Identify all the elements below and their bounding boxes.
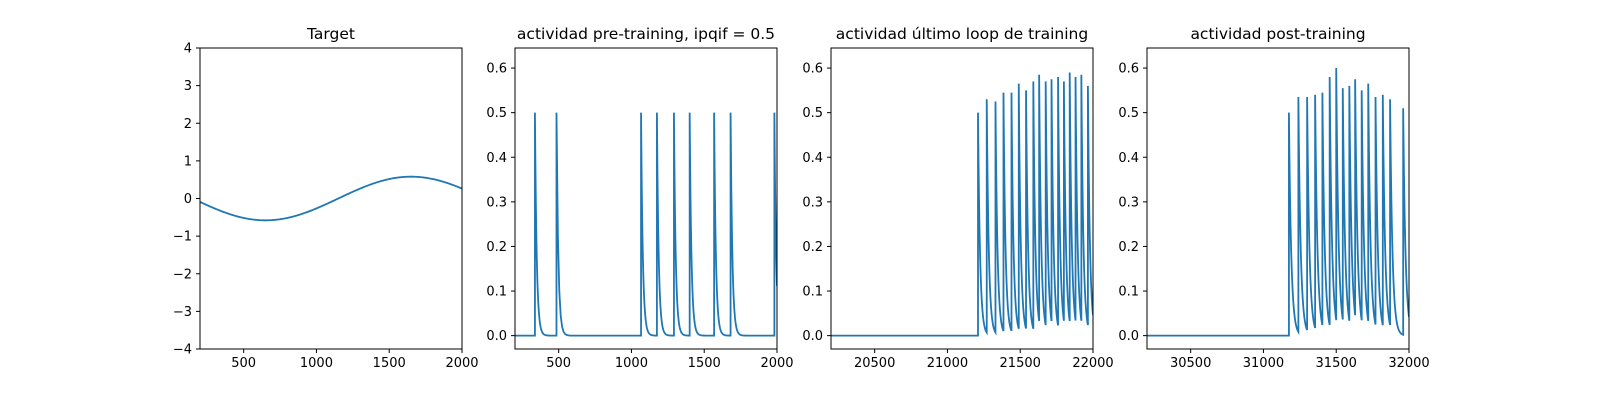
chart-title: Target [306, 25, 355, 43]
x-tick-label: 2000 [760, 356, 793, 371]
y-tick-label: 4 [184, 42, 192, 57]
axes-frame [1146, 47, 1410, 350]
y-tick-label: 3 [184, 79, 192, 94]
y-tick-label: 0.2 [1118, 240, 1139, 255]
x-tick-label: 2000 [445, 356, 478, 371]
chart-title: actividad último loop de training [836, 25, 1088, 43]
y-tick-label: 2 [184, 117, 192, 132]
series-line [515, 112, 777, 337]
series-line [1147, 68, 1409, 337]
x-tick-label: 21500 [1000, 356, 1041, 371]
chart-title: actividad post-training [1190, 25, 1365, 43]
x-tick-label: 31500 [1316, 356, 1357, 371]
y-tick-label: −2 [173, 267, 192, 282]
y-tick-label: 0.4 [486, 151, 507, 166]
x-tick-label: 1000 [300, 356, 333, 371]
x-tick-label: 1500 [688, 356, 721, 371]
y-tick-label: 0.4 [802, 151, 823, 166]
y-tick-label: 0.6 [802, 62, 823, 77]
subplot-last-training-loop: actividad último loop de training 20500 21… [802, 25, 1113, 371]
y-tick-label: 0.1 [486, 285, 507, 300]
y-tick-label: 0.2 [802, 240, 823, 255]
subplot-post-training: actividad post-training 30500 31000 31500 32… [1118, 25, 1429, 371]
y-tick-label: 0.0 [802, 329, 823, 344]
y-tick-label: 0.5 [802, 106, 823, 121]
y-tick-label: 0.5 [1118, 106, 1139, 121]
y-tick-label: 0.2 [486, 240, 507, 255]
y-tick-label: 0.0 [486, 329, 507, 344]
y-tick-label: 0.4 [1118, 151, 1139, 166]
y-tick-label: 0 [184, 192, 192, 207]
x-tick-label: 20500 [854, 356, 895, 371]
y-tick-label: 0.3 [486, 195, 507, 210]
y-tick-label: 0.6 [486, 62, 507, 77]
y-tick-label: 0.5 [486, 106, 507, 121]
x-tick-label: 31000 [1243, 356, 1284, 371]
y-tick-label: 0.1 [802, 285, 823, 300]
axes-frame [514, 47, 778, 350]
series-line [200, 175, 462, 222]
subplot-target: Target 500 1000 1500 2000 −4 −3 −2 −1 0 1 2 3 4 [173, 25, 479, 371]
chart-title: actividad pre-training, ipqif = 0.5 [517, 25, 775, 43]
y-tick-label: −4 [173, 343, 192, 358]
y-tick-label: 0.6 [1118, 62, 1139, 77]
y-tick-label: 0.0 [1118, 329, 1139, 344]
y-tick-label: 0.3 [1118, 195, 1139, 210]
x-tick-label: 30500 [1170, 356, 1211, 371]
x-tick-label: 1000 [615, 356, 648, 371]
x-tick-label: 500 [546, 356, 571, 371]
y-tick-label: 0.3 [802, 195, 823, 210]
y-tick-label: −1 [173, 230, 192, 245]
y-tick-label: 1 [184, 154, 192, 169]
axes-frame [830, 47, 1094, 350]
subplot-pre-training: actividad pre-training, ipqif = 0.5 500 10… [486, 25, 793, 371]
x-tick-label: 1500 [373, 356, 406, 371]
x-tick-label: 21000 [927, 356, 968, 371]
x-tick-label: 500 [231, 356, 256, 371]
x-tick-label: 32000 [1388, 356, 1429, 371]
y-tick-label: −3 [173, 305, 192, 320]
y-tick-label: 0.1 [1118, 285, 1139, 300]
series-line [831, 72, 1093, 337]
x-tick-label: 22000 [1072, 356, 1113, 371]
